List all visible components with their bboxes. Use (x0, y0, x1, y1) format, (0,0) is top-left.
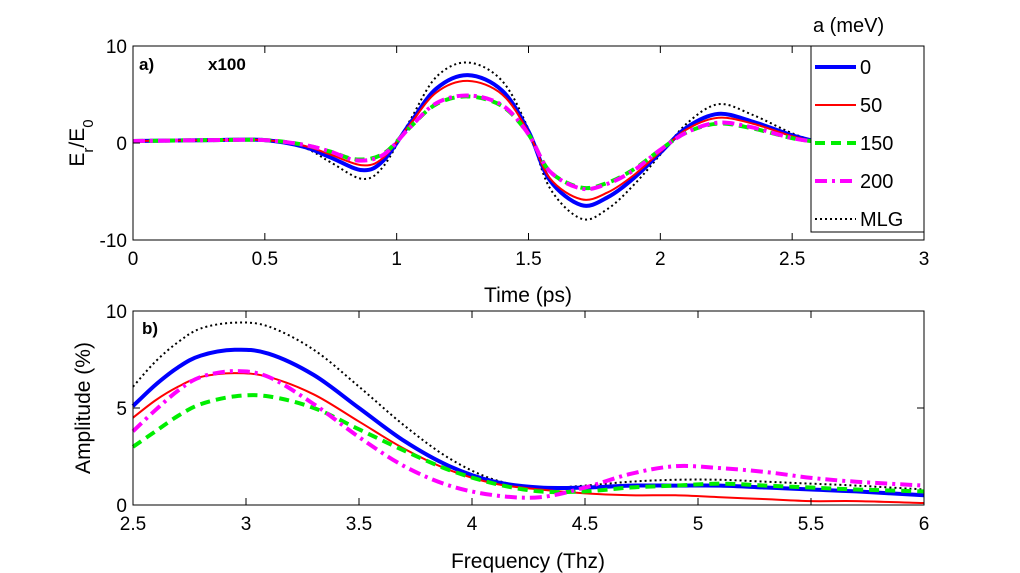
panel-a-series-group (132, 61, 820, 221)
panel-a-ytick-label: 10 (106, 37, 127, 58)
panel-b-xtick-label: 3 (241, 514, 252, 535)
panel-a-series-200 (132, 93, 819, 192)
panel-b-ticks: 2.5 3 3.5 4 4.5 5 5.5 6 0 5 10 (106, 302, 929, 535)
panel-b-xtick-label: 4 (467, 514, 478, 535)
panel-a-ylabel-e: E (66, 153, 89, 167)
panel-b-xtick-label: 5.5 (798, 514, 824, 535)
legend-box (810, 45, 925, 233)
panel-b-label: b) (142, 319, 158, 338)
panel-b-ylabel: Amplitude (%) (72, 342, 95, 474)
legend-title: a (meV) (813, 15, 884, 37)
panel-a-series-0 (132, 73, 820, 208)
panel-a-xtick-label: 2 (655, 249, 666, 270)
legend-items: 0 50 150 200 MLG (815, 57, 903, 231)
panel-b-series-mlg (132, 321, 925, 491)
panel-a-annotation: x100 (208, 55, 246, 74)
panel-b-xtick-label: 3.5 (346, 514, 372, 535)
panel-a-label: a) (139, 55, 154, 74)
panel-a-series-mlg (132, 61, 819, 221)
legend-label-200: 200 (860, 171, 893, 193)
panel-b-series-150 (131, 393, 925, 495)
legend-label-mlg: MLG (860, 209, 903, 231)
legend-label-0: 0 (860, 57, 871, 79)
panel-a-ylabel: Er/E0 (66, 119, 97, 166)
panel-a-ylabel-over-e: /E (66, 128, 89, 148)
panel-a-xtick-label: 3 (919, 249, 930, 270)
panel-b-series-group (131, 321, 925, 505)
panel-a-xtick-label: 1 (391, 249, 402, 270)
panel-b-xtick-label: 6 (919, 514, 930, 535)
panel-a-ylabel-sub-0: 0 (80, 119, 97, 127)
panel-b-xtick-label: 4.5 (572, 514, 598, 535)
panel-a-xlabel: Time (ps) (484, 284, 572, 307)
panel-a-ylabel-sub-r: r (80, 148, 97, 153)
panel-b-xtick-label: 5 (693, 514, 704, 535)
legend-label-50: 50 (860, 95, 882, 117)
panel-b-ytick-label: 10 (106, 302, 127, 323)
panel-b-xtick-label: 2.5 (120, 514, 146, 535)
panel-a-xtick-label: 2.5 (779, 249, 805, 270)
panel-a-xtick-label: 0.5 (252, 249, 278, 270)
panel-b-ytick-label: 0 (116, 496, 127, 517)
panel-a-ytick-label: -10 (100, 231, 127, 252)
panel-b-series-200 (131, 369, 925, 500)
panel-a-xtick-label: 1.5 (515, 249, 541, 270)
legend: a (meV) 0 50 150 200 MLG (810, 15, 925, 233)
panel-b-ytick-label: 5 (116, 399, 127, 420)
legend-label-150: 150 (860, 133, 893, 155)
panel-b-xlabel: Frequency (Thz) (451, 550, 605, 573)
panel-a-xtick-label: 0 (128, 249, 139, 270)
panel-a-ytick-label: 0 (116, 134, 127, 155)
